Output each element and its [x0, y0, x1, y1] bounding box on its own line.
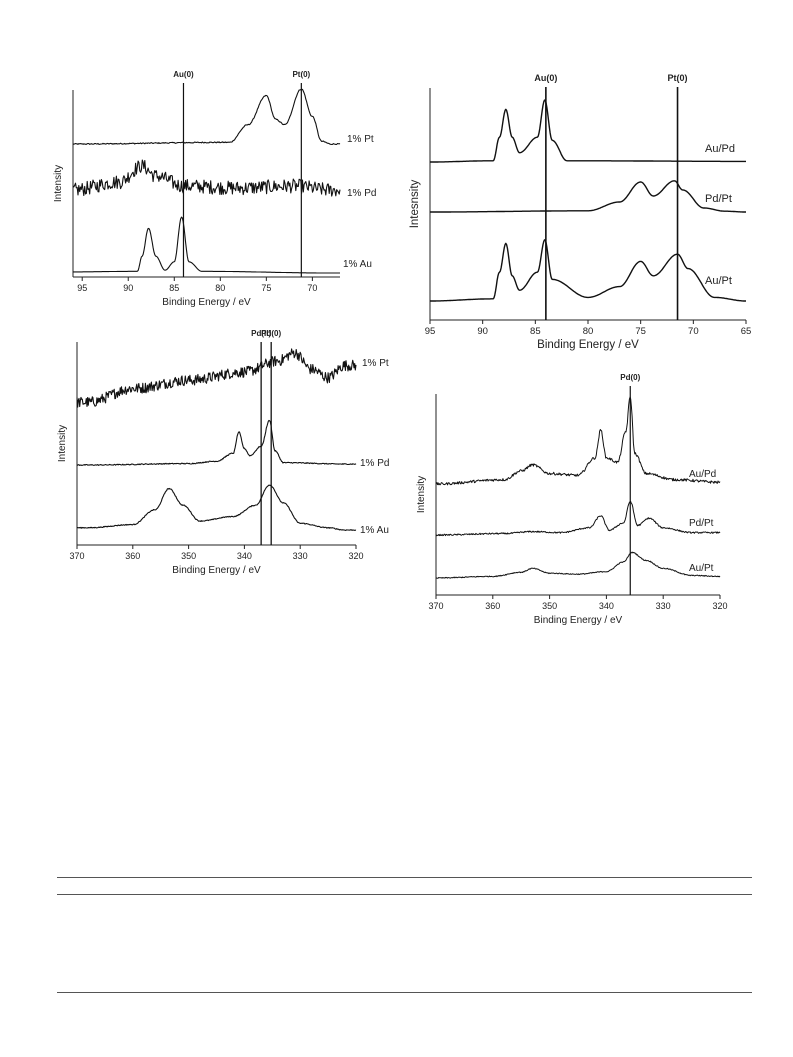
series-label: Pd/Pt: [689, 518, 714, 529]
spectrum-line: [76, 348, 357, 408]
x-tick-label: 370: [69, 551, 84, 561]
x-tick-label: 340: [599, 601, 614, 611]
reference-line-label: Pd(II): [251, 329, 271, 338]
table-top-rule: [57, 877, 752, 878]
reference-line-label: Pt(0): [292, 70, 310, 79]
spectrum-line: [430, 239, 746, 302]
y-axis-label: Intensity: [57, 425, 68, 462]
x-tick-label: 330: [293, 551, 308, 561]
spectrum-line: [435, 501, 721, 537]
xps-chart-au4f-pt4f-bimetallic: 95 90 85 80 75 70 65 Binding Energy / eV Intesns…: [409, 73, 751, 351]
series-label: 1% Pt: [347, 134, 374, 145]
reference-line-label: Pd(0): [620, 373, 640, 382]
series-label: 1% Pt: [362, 358, 389, 369]
spectrum-line: [72, 159, 341, 197]
spectrum-line: [435, 396, 721, 486]
x-tick-label: 70: [307, 283, 317, 293]
xps-chart-pd3d-monometallic: 370 360 350 340 330 320 Binding Energy / eV Int…: [57, 329, 389, 576]
reference-line-label: Au(0): [173, 70, 194, 79]
x-tick-label: 340: [237, 551, 252, 561]
x-axis-label: Binding Energy / eV: [534, 615, 623, 626]
x-tick-label: 350: [181, 551, 196, 561]
x-axis-label: Binding Energy / eV: [537, 339, 639, 351]
spectrum-line: [72, 88, 341, 146]
y-axis-label: Intensity: [53, 165, 64, 202]
spectrum-line: [435, 551, 721, 579]
spectrum-line: [430, 99, 746, 163]
x-tick-label: 320: [712, 601, 727, 611]
series-label: Au/Pt: [689, 563, 714, 574]
series-label: 1% Pd: [360, 458, 389, 469]
series-label: 1% Au: [343, 259, 372, 270]
spectrum-line: [76, 419, 357, 466]
x-tick-label: 370: [428, 601, 443, 611]
x-tick-label: 90: [123, 283, 133, 293]
y-axis-label: Intensity: [416, 476, 427, 513]
series-label: Au/Pd: [689, 469, 716, 480]
xps-chart-pd3d-bimetallic: 370 360 350 340 330 320 Binding Energy / eV Int…: [416, 373, 728, 626]
reference-line-label: Au(0): [534, 73, 557, 83]
x-tick-label: 80: [215, 283, 225, 293]
x-tick-label: 75: [635, 326, 646, 337]
x-tick-label: 320: [348, 551, 363, 561]
table-bottom-rule: [57, 992, 752, 993]
table-header-rule: [57, 894, 752, 895]
x-tick-label: 360: [125, 551, 140, 561]
xps-chart-au4f-pt4f-monometallic: 95 90 85 80 75 70 Binding Energy / eV Intensity…: [53, 70, 376, 308]
spectrum-line: [76, 484, 357, 531]
series-label: 1% Au: [360, 525, 389, 536]
reference-line-label: Pd(0): [261, 329, 281, 338]
x-tick-label: 85: [169, 283, 179, 293]
series-label: Au/Pd: [705, 143, 735, 155]
x-tick-label: 70: [688, 326, 699, 337]
x-tick-label: 85: [530, 326, 541, 337]
x-axis-label: Binding Energy / eV: [162, 297, 251, 308]
spectrum-line: [430, 180, 746, 213]
x-tick-label: 90: [477, 326, 488, 337]
x-tick-label: 360: [485, 601, 500, 611]
reference-line-label: Pt(0): [668, 73, 688, 83]
x-tick-label: 330: [656, 601, 671, 611]
x-tick-label: 95: [77, 283, 87, 293]
y-axis-label: Intesnsity: [409, 179, 421, 228]
series-label: Au/Pt: [705, 275, 732, 287]
series-label: Pd/Pt: [705, 193, 732, 205]
x-tick-label: 75: [261, 283, 271, 293]
x-tick-label: 65: [741, 326, 752, 337]
x-tick-label: 350: [542, 601, 557, 611]
x-axis-label: Binding Energy / eV: [172, 565, 261, 576]
x-tick-label: 80: [583, 326, 594, 337]
spectrum-line: [73, 216, 340, 274]
series-label: 1% Pd: [347, 188, 376, 199]
x-tick-label: 95: [425, 326, 436, 337]
